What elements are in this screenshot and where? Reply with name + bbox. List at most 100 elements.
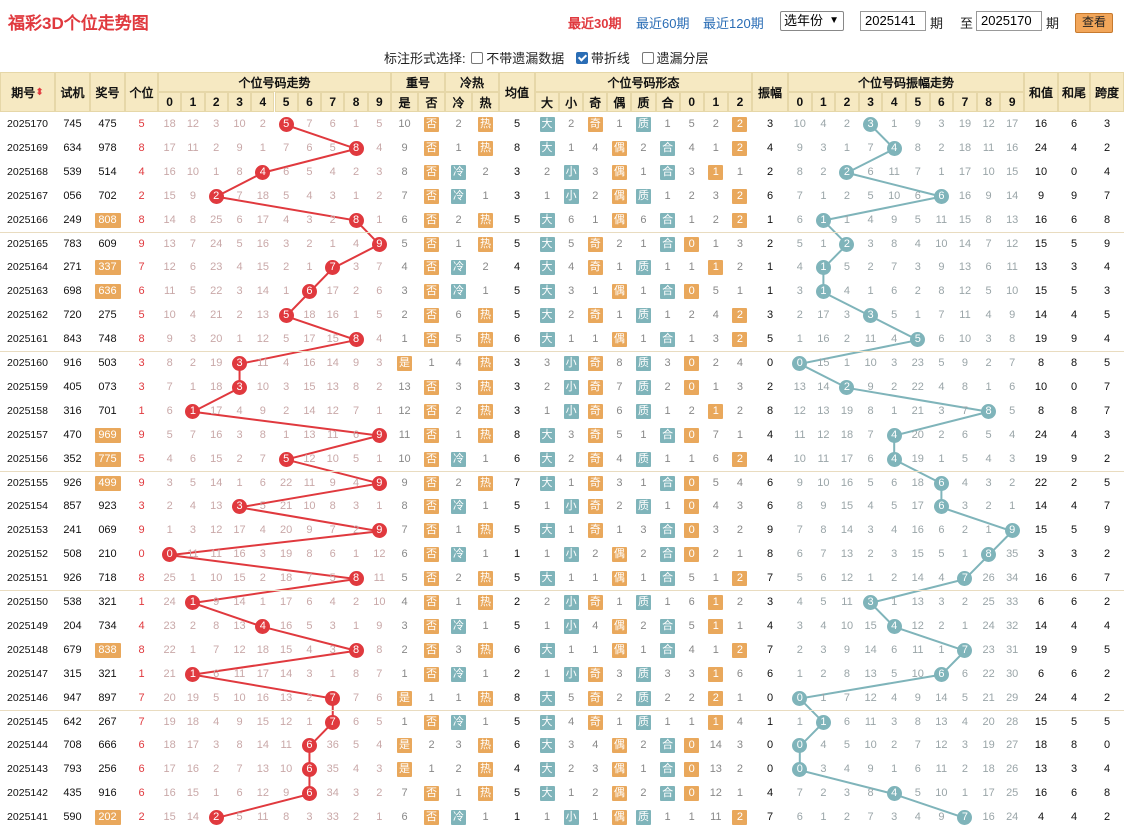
trend-miss: 1 xyxy=(352,548,360,561)
pattern-miss: 4 xyxy=(568,261,575,274)
trend-miss: 1 xyxy=(376,213,383,226)
trend-miss: 19 xyxy=(163,715,176,728)
pattern-hit: 0 xyxy=(680,376,704,400)
trend-miss: 2 xyxy=(283,404,290,417)
issue-number: 2025154 xyxy=(7,500,48,513)
amp-miss: 9 xyxy=(938,811,945,824)
trend-hit: 5 xyxy=(275,304,298,328)
header-trend-digit: 4 xyxy=(251,92,275,112)
amp-miss: 5 xyxy=(985,285,992,298)
cold-flag-value: 冷 xyxy=(451,164,466,180)
pattern-miss: 2 xyxy=(568,763,575,776)
trend-miss: 10 xyxy=(186,165,200,178)
checkbox-no-missing[interactable] xyxy=(471,52,484,64)
trend-hit-value: 1 xyxy=(185,595,201,610)
amp-miss: 22 xyxy=(911,380,924,393)
hot-flag: 热 xyxy=(472,137,499,161)
prize-number: 897 xyxy=(98,691,117,704)
trend-miss: 19 xyxy=(186,691,200,704)
prize-number: 978 xyxy=(98,141,117,154)
pattern-hit: 质 xyxy=(631,663,655,687)
amp-miss: 11 xyxy=(888,165,900,178)
amp-miss: 9 xyxy=(867,763,874,776)
header-issue[interactable]: 期号 ⬍ xyxy=(0,72,55,112)
amp-miss: 11 xyxy=(912,643,924,656)
trend-miss: 5 xyxy=(236,237,243,250)
trend-miss: 1 xyxy=(329,237,336,250)
pattern-hit-value: 2 xyxy=(732,571,748,587)
trend-miss: 8 xyxy=(166,357,173,369)
mean-value: 5 xyxy=(513,787,521,800)
trend-miss: 25 xyxy=(163,572,176,585)
trend-miss: 6 xyxy=(376,285,383,298)
recent-120-link[interactable]: 最近120期 xyxy=(703,16,764,31)
units-digit: 4 xyxy=(138,619,145,632)
header-amp-digit: 9 xyxy=(1000,92,1024,112)
pattern-hit: 奇 xyxy=(583,472,607,496)
header-hotcold: 冷热 xyxy=(445,72,499,92)
prize-number: 073 xyxy=(98,380,117,393)
group-divider xyxy=(0,709,1124,711)
sum-value: 10 xyxy=(1034,380,1048,393)
option-with-lines[interactable]: 带折线 xyxy=(574,48,630,67)
view-button[interactable]: 查看 xyxy=(1075,13,1113,33)
amp-hit-value: 4 xyxy=(886,140,902,156)
repeat-miss: 11 xyxy=(398,428,411,441)
issue-number: 2025161 xyxy=(7,333,48,346)
checkbox-layered[interactable] xyxy=(641,52,654,64)
pattern-miss: 2 xyxy=(616,237,623,250)
trend-miss: 9 xyxy=(166,333,173,346)
issue-number: 2025160 xyxy=(7,357,48,369)
issue-number: 2025156 xyxy=(7,452,48,465)
amp-miss: 2 xyxy=(985,500,992,513)
amp-miss: 8 xyxy=(867,404,874,417)
amp-miss: 8 xyxy=(914,141,921,154)
span-value: 9 xyxy=(1103,237,1111,250)
issue-number: 2025150 xyxy=(7,596,48,608)
sort-icon[interactable]: ⬍ xyxy=(35,86,44,98)
from-issue-input[interactable]: 2025141 xyxy=(860,11,926,31)
pattern-miss: 7 xyxy=(616,380,623,393)
amp-miss: 1 xyxy=(985,380,992,393)
sum-value: 14 xyxy=(1034,619,1048,632)
amp-miss: 5 xyxy=(796,237,803,250)
hotcold-miss: 1 xyxy=(482,667,489,680)
trend-miss: 2 xyxy=(376,189,383,202)
pattern-hit: 小 xyxy=(559,161,583,185)
amp-miss: 11 xyxy=(982,141,995,154)
pattern-miss: 1 xyxy=(592,811,599,824)
pattern-hit: 奇 xyxy=(583,495,607,519)
pattern-hit-value: 2 xyxy=(708,690,724,706)
trend-miss: 11 xyxy=(280,739,292,752)
repeat-flag-value: 否 xyxy=(424,786,439,802)
pattern-hit: 大 xyxy=(535,711,559,735)
pattern-hit: 合 xyxy=(656,567,680,591)
to-issue-input[interactable]: 2025170 xyxy=(976,11,1042,31)
repeat-flag: 否 xyxy=(418,256,445,280)
option-layered[interactable]: 遗漏分层 xyxy=(640,48,709,67)
hotcold-miss: 1 xyxy=(482,619,489,632)
issue-number: 2025147 xyxy=(7,667,48,680)
trend-hit: 3 xyxy=(228,495,251,519)
pattern-miss: 2 xyxy=(640,141,647,154)
year-select[interactable]: 选年份 ▼ xyxy=(780,11,844,31)
trend-miss: 4 xyxy=(236,404,243,417)
pattern-miss: 14 xyxy=(709,739,722,752)
pattern-hit-value: 小 xyxy=(563,356,579,371)
pattern-hit: 2 xyxy=(728,806,752,830)
recent-60-link[interactable]: 最近60期 xyxy=(636,16,690,31)
span-value: 7 xyxy=(1103,404,1111,417)
recent-30-link[interactable]: 最近30期 xyxy=(568,16,622,31)
pattern-hit-value: 1 xyxy=(708,164,724,180)
test-number: 204 xyxy=(63,619,82,632)
prize-number: 734 xyxy=(98,619,117,632)
amp-miss: 28 xyxy=(1006,715,1019,728)
amplitude-value: 0 xyxy=(766,739,774,752)
option-no-missing[interactable]: 不带遗漏数据 xyxy=(469,48,564,67)
checkbox-with-lines[interactable] xyxy=(575,52,588,64)
cold-flag-value: 冷 xyxy=(451,714,466,730)
amp-miss: 3 xyxy=(843,309,851,322)
pattern-hit-value: 合 xyxy=(660,786,676,802)
sum-tail-value: 0 xyxy=(1070,380,1078,393)
amp-miss: 19 xyxy=(958,118,972,130)
